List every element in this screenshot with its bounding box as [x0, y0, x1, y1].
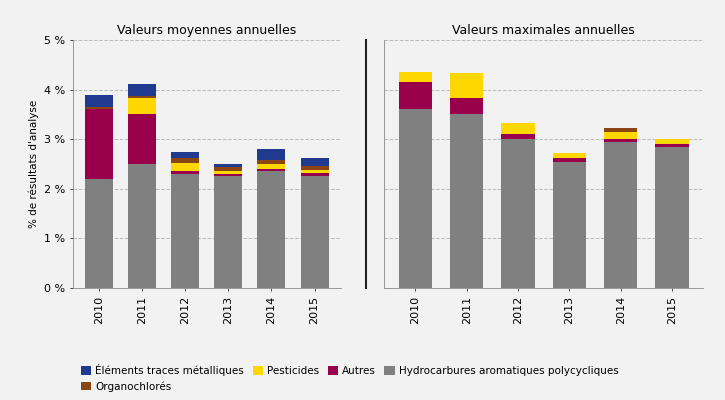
Bar	[214, 176, 242, 288]
Bar	[552, 153, 586, 158]
Bar	[85, 108, 113, 110]
Bar	[128, 84, 156, 96]
Bar	[300, 166, 328, 170]
Bar	[552, 162, 586, 288]
Bar	[300, 176, 328, 288]
Bar	[502, 134, 535, 139]
Bar	[171, 174, 199, 288]
Bar	[655, 147, 689, 288]
Bar	[257, 149, 286, 160]
Bar	[399, 82, 432, 110]
Bar	[604, 139, 637, 142]
Bar	[128, 96, 156, 98]
Bar	[552, 158, 586, 162]
Bar	[450, 73, 484, 98]
Bar	[214, 172, 242, 174]
Bar	[450, 114, 484, 288]
Bar	[214, 174, 242, 176]
Bar	[604, 142, 637, 288]
Bar	[399, 110, 432, 288]
Bar	[502, 123, 535, 134]
Bar	[300, 170, 328, 173]
Bar	[655, 139, 689, 144]
Bar	[257, 169, 286, 172]
Bar	[300, 158, 328, 166]
Y-axis label: % de résultats d'analyse: % de résultats d'analyse	[29, 100, 39, 228]
Bar	[85, 179, 113, 288]
Bar	[128, 114, 156, 164]
Bar	[214, 168, 242, 172]
Bar	[171, 158, 199, 163]
Bar	[128, 164, 156, 288]
Bar	[257, 160, 286, 164]
Bar	[85, 110, 113, 179]
Bar	[450, 98, 484, 114]
Bar	[171, 163, 199, 172]
Title: Valeurs moyennes annuelles: Valeurs moyennes annuelles	[117, 24, 297, 38]
Bar	[171, 152, 199, 158]
Bar	[300, 173, 328, 176]
Bar	[399, 72, 432, 82]
Bar	[214, 164, 242, 168]
Bar	[171, 172, 199, 174]
Bar	[128, 98, 156, 114]
Bar	[655, 144, 689, 147]
Bar	[257, 164, 286, 169]
Bar	[604, 132, 637, 139]
Bar	[257, 172, 286, 288]
Bar	[85, 94, 113, 108]
Bar	[502, 139, 535, 288]
Title: Valeurs maximales annuelles: Valeurs maximales annuelles	[452, 24, 635, 38]
Legend: Éléments traces métalliques, Organochlorés, Pesticides, Autres, Hydrocarbures ar: Éléments traces métalliques, Organochlor…	[78, 361, 622, 395]
Bar	[604, 128, 637, 132]
